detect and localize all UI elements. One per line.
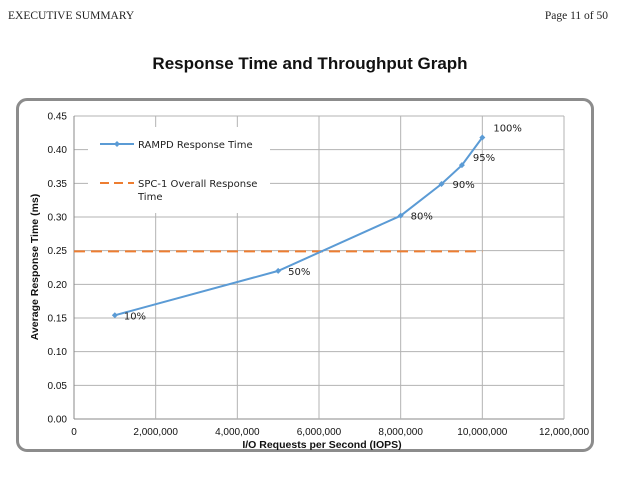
x-tick-label: 10,000,000 <box>457 427 507 438</box>
legend-marker-rampd <box>114 141 120 147</box>
legend-label-spc1: SPC-1 Overall Response Time <box>137 179 261 203</box>
data-label: 10% <box>124 311 146 322</box>
legend-label-rampd: RAMPD Response Time <box>138 140 253 151</box>
data-point-marker <box>111 312 118 319</box>
x-tick-label: 6,000,000 <box>297 427 342 438</box>
x-tick-label: 8,000,000 <box>378 427 423 438</box>
header-section-title: EXECUTIVE SUMMARY <box>8 10 135 22</box>
y-tick-label: 0.05 <box>48 381 68 392</box>
y-tick-label: 0.35 <box>48 179 68 190</box>
y-axis-title: Average Response Time (ms) <box>29 194 41 340</box>
data-point-marker <box>275 267 282 274</box>
y-tick-label: 0.40 <box>48 145 68 156</box>
series-rampd-response-time <box>114 136 484 317</box>
data-label: 95% <box>473 153 495 164</box>
y-tick-label: 0.45 <box>48 112 68 123</box>
x-tick-label: 2,000,000 <box>133 427 178 438</box>
data-point-marker <box>479 134 486 141</box>
x-axis-title: I/O Requests per Second (IOPS) <box>242 439 401 451</box>
chart-title: Response Time and Throughput Graph <box>152 54 468 73</box>
x-tick-label: 0 <box>71 427 77 438</box>
y-tick-label: 0.15 <box>48 314 68 325</box>
axis-ticks: 0.00 0.05 0.10 0.15 0.20 0.25 0.30 0.35 0.40 0.45… <box>48 112 590 439</box>
data-point-marker <box>438 181 445 188</box>
header-page-number: Page 11 of 50 <box>544 10 608 22</box>
y-tick-label: 0.25 <box>48 246 68 257</box>
data-label: 100% <box>493 124 522 135</box>
data-label: 80% <box>411 212 433 223</box>
data-point-marker <box>397 212 404 219</box>
data-point-marker <box>458 162 465 169</box>
y-tick-label: 0.10 <box>48 347 68 358</box>
x-tick-label: 12,000,000 <box>539 427 589 438</box>
x-tick-label: 4,000,000 <box>215 427 260 438</box>
page-header: EXECUTIVE SUMMARY Page 11 of 50 <box>8 10 608 26</box>
y-tick-label: 0.30 <box>48 213 68 224</box>
legend-box <box>88 127 270 213</box>
series-layer <box>74 134 486 319</box>
y-tick-label: 0.00 <box>48 415 68 426</box>
data-label: 50% <box>288 267 310 278</box>
data-labels: 10% 50% 80% 90% 95% 100% <box>124 124 522 323</box>
y-tick-label: 0.20 <box>48 280 68 291</box>
legend: RAMPD Response Time SPC-1 Overall Respon… <box>88 127 270 213</box>
data-label: 90% <box>453 180 475 191</box>
